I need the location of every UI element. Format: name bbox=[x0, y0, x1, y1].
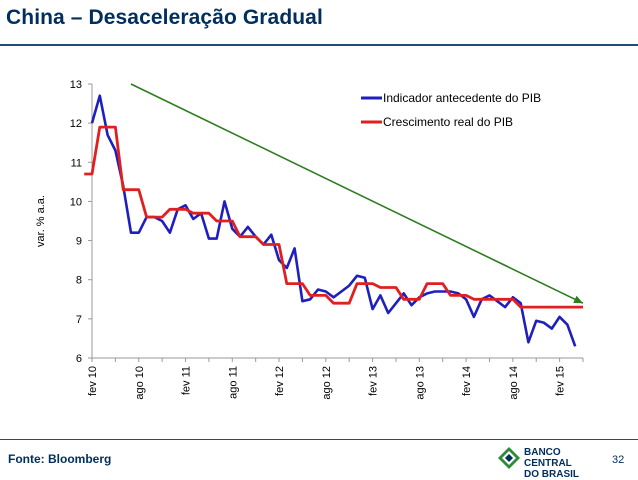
bank-logo-line1: BANCO CENTRAL bbox=[524, 447, 572, 469]
bank-logo: BANCO CENTRAL DO BRASIL bbox=[498, 445, 598, 480]
trend-arrow-head bbox=[573, 295, 583, 304]
source-note: Fonte: Bloomberg bbox=[8, 452, 112, 466]
y-axis-label-group: var. % a.a. bbox=[35, 195, 47, 247]
y-tick-label: 8 bbox=[76, 275, 82, 287]
series-line-indicador bbox=[90, 94, 577, 347]
trend-arrow-line bbox=[130, 83, 584, 304]
series-lines bbox=[84, 94, 583, 347]
y-tick-label: 7 bbox=[76, 314, 82, 326]
slide-title: China – Desaceleração Gradual bbox=[6, 6, 323, 29]
y-tick-labels: 6 7 8 9 10 11 12 13 bbox=[70, 79, 92, 365]
x-tick-label: fev 14 bbox=[461, 366, 473, 396]
x-tick-label: fev 13 bbox=[368, 366, 380, 396]
y-tick-label: 12 bbox=[70, 118, 82, 130]
legend-label: Crescimento real do PIB bbox=[383, 115, 513, 129]
legend-label: Indicador antecedente do PIB bbox=[383, 91, 541, 105]
title-divider bbox=[0, 44, 638, 46]
x-tick-label: fev 15 bbox=[555, 366, 567, 396]
y-tick-label: 10 bbox=[70, 196, 82, 208]
x-tick-label: fev 10 bbox=[87, 366, 99, 396]
y-tick-label: 9 bbox=[76, 236, 82, 248]
axes bbox=[91, 84, 583, 359]
bank-logo-line2: DO BRASIL bbox=[524, 469, 579, 480]
trend-arrow bbox=[130, 83, 584, 304]
y-tick-label: 11 bbox=[71, 157, 82, 169]
bank-logo-text: BANCO CENTRAL DO BRASIL bbox=[524, 447, 598, 480]
x-tick-label: ago 12 bbox=[321, 366, 333, 400]
x-tick-label: fev 12 bbox=[274, 366, 286, 396]
x-tick-label: fev 11 bbox=[181, 366, 193, 395]
bank-logo-icon bbox=[498, 447, 520, 469]
legend: Indicador antecedente do PIB Crescimento … bbox=[361, 91, 541, 129]
x-tick-label: ago 11 bbox=[227, 366, 239, 399]
x-tick-label: ago 13 bbox=[414, 366, 426, 400]
x-tick-label: ago 14 bbox=[508, 366, 520, 400]
page-number: 32 bbox=[612, 454, 625, 466]
x-tick-label: ago 10 bbox=[134, 366, 146, 400]
y-tick-label: 13 bbox=[70, 79, 82, 91]
series-line-pib bbox=[84, 125, 583, 309]
x-tick-labels: fev 10 ago 10 fev 11 ago 11 fev 12 ago 12 fev … bbox=[87, 358, 584, 400]
y-tick-label: 6 bbox=[76, 353, 82, 365]
y-axis-label: var. % a.a. bbox=[35, 195, 47, 247]
footer-divider bbox=[0, 439, 638, 440]
